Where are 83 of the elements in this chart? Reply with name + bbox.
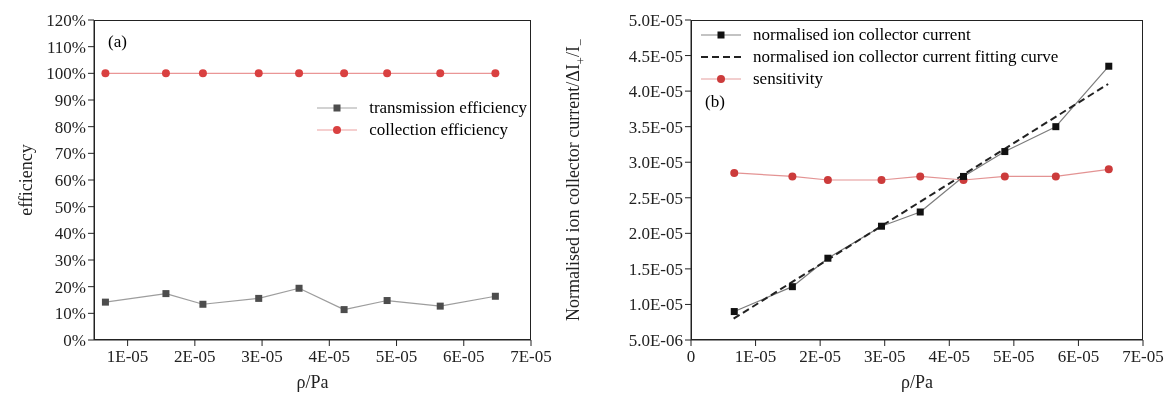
- y-tick-label: 90%: [54, 91, 86, 111]
- x-axis-title: ρ/Pa: [296, 372, 329, 392]
- x-tick-label: 2E-05: [799, 347, 841, 367]
- point: [101, 69, 110, 78]
- point: [1052, 123, 1060, 131]
- y-tick-label: 3.0E-05: [628, 153, 683, 173]
- point: [877, 176, 886, 184]
- point: [491, 292, 499, 300]
- y-tick-label: 100%: [46, 64, 86, 84]
- point: [199, 300, 207, 308]
- y-tick-label: 5.0E-06: [628, 331, 683, 351]
- y-tick-label: 10%: [54, 304, 86, 324]
- x-tick-label: 7E-05: [510, 347, 552, 367]
- point: [788, 172, 797, 181]
- legend-label: normalised ion collector current fitting curve: [753, 46, 1059, 68]
- point: [436, 69, 445, 78]
- y-tick-label: 120%: [46, 11, 86, 31]
- y-tick-label: 40%: [54, 224, 86, 244]
- annotation: (b): [705, 92, 725, 112]
- point: [340, 306, 348, 314]
- y-tick-label: 20%: [54, 277, 86, 297]
- point: [255, 294, 263, 302]
- point: [101, 298, 109, 306]
- y-tick-label: 2.5E-05: [628, 188, 683, 208]
- point: [383, 297, 391, 305]
- point: [340, 69, 349, 78]
- point: [254, 69, 263, 78]
- point: [730, 308, 738, 316]
- legend-label: transmission efficiency: [369, 96, 527, 119]
- x-tick-label: 5E-05: [993, 347, 1035, 367]
- y-tick-label: 1.5E-05: [628, 259, 683, 279]
- legend-label: collection efficiency: [369, 118, 509, 141]
- y-tick-label: 4.5E-05: [628, 46, 683, 66]
- y-tick-label: 110%: [46, 37, 86, 57]
- x-tick-label: 1E-05: [106, 347, 149, 367]
- point: [959, 172, 967, 180]
- point: [383, 69, 392, 78]
- y-tick-label: 50%: [54, 197, 86, 217]
- x-tick-label: 0: [686, 347, 696, 367]
- y-tick-label: 80%: [54, 117, 86, 137]
- x-tick-label: 6E-05: [443, 347, 485, 367]
- y-tick-label: 60%: [54, 171, 86, 191]
- point: [1051, 172, 1060, 181]
- point: [162, 290, 170, 298]
- x-tick-label: 3E-05: [241, 347, 283, 367]
- y-tick-label: 0%: [63, 331, 86, 351]
- x-axis-title: ρ/Pa: [901, 372, 933, 392]
- x-tick-label: 7E-05: [1122, 347, 1164, 367]
- legend-label: sensitivity: [753, 68, 823, 90]
- annotation: (a): [108, 32, 127, 52]
- point: [295, 284, 303, 292]
- x-tick-label: 4E-05: [928, 347, 971, 367]
- x-tick-label: 1E-05: [734, 347, 777, 367]
- point: [916, 172, 925, 181]
- point: [916, 208, 924, 216]
- point: [198, 69, 207, 78]
- y-tick-label: 2.0E-05: [628, 224, 683, 244]
- point: [877, 222, 885, 230]
- point: [824, 254, 832, 262]
- x-tick-label: 3E-05: [863, 347, 906, 367]
- point: [161, 69, 170, 78]
- point: [1001, 148, 1009, 156]
- legend-label: normalised ion collector current: [753, 24, 971, 46]
- point: [1104, 165, 1113, 174]
- point: [1000, 172, 1009, 181]
- point: [295, 69, 304, 78]
- point: [436, 302, 444, 310]
- point: [491, 69, 500, 78]
- y-tick-label: 70%: [54, 144, 86, 164]
- y-axis-title: efficiency: [16, 144, 37, 216]
- x-tick-label: 2E-05: [174, 347, 216, 367]
- x-tick-label: 5E-05: [375, 347, 418, 367]
- x-tick-label: 4E-05: [308, 347, 351, 367]
- x-tick-label: 6E-05: [1057, 347, 1100, 367]
- point: [823, 176, 832, 184]
- y-tick-label: 5.0E-05: [628, 11, 683, 31]
- y-tick-label: 4.0E-05: [628, 82, 683, 102]
- y-tick-label: 1.0E-05: [628, 295, 683, 315]
- y-tick-label: 30%: [54, 251, 86, 271]
- point: [1105, 62, 1113, 70]
- point: [788, 283, 796, 291]
- point: [730, 168, 739, 177]
- y-tick-label: 3.5E-05: [628, 117, 683, 137]
